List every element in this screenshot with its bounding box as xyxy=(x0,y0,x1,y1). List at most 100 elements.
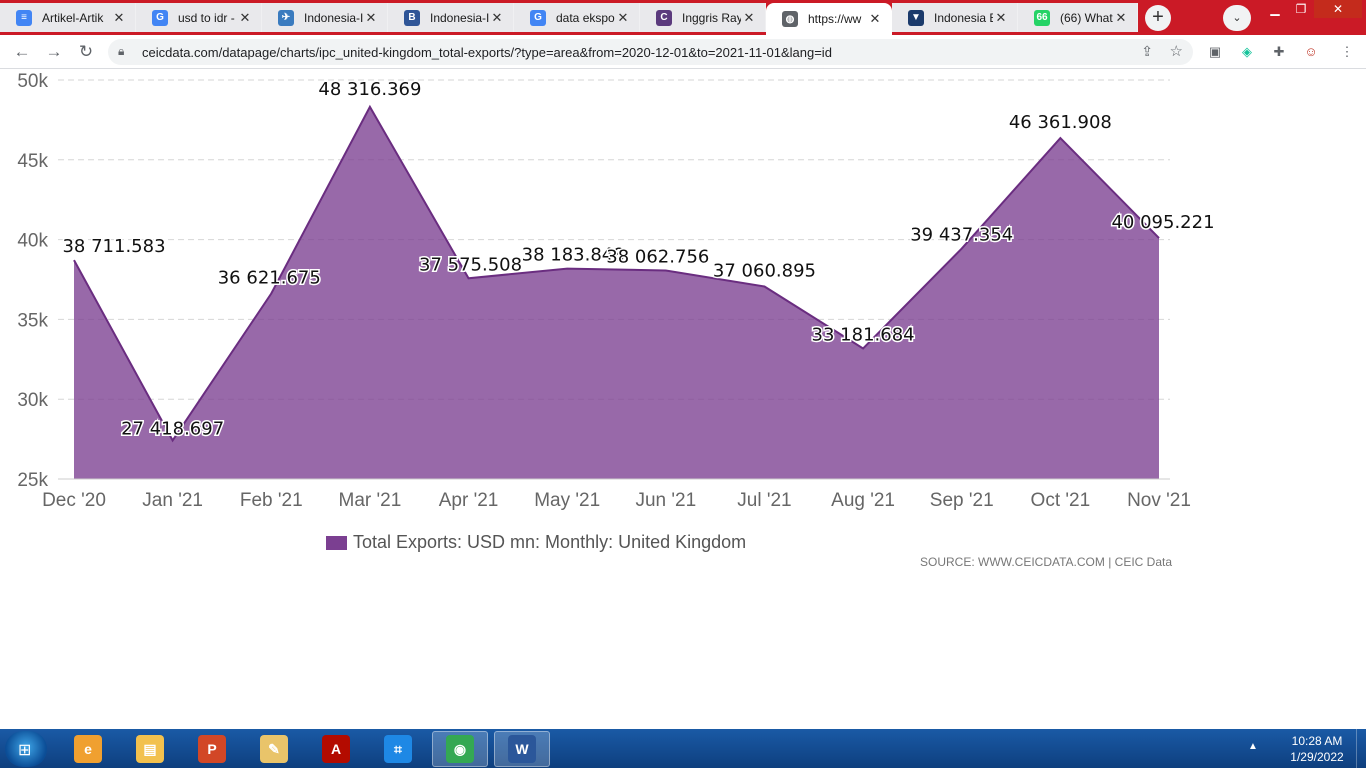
clock[interactable]: 10:28 AM 1/29/2022 xyxy=(1282,733,1352,765)
system-tray: ▲ xyxy=(1246,729,1366,768)
x-tick-label: Aug '21 xyxy=(831,490,895,511)
close-tab-icon[interactable]: ✕ xyxy=(365,9,377,25)
tab-search-button[interactable]: ⌄ xyxy=(1223,5,1251,31)
close-tab-icon[interactable]: ✕ xyxy=(1115,9,1127,25)
site-icon: C xyxy=(656,9,672,26)
area-chart: 25k 30k 35k 40k 45k 50k 38 711.583 27 418.697 36… xyxy=(17,71,1216,511)
area-fill xyxy=(74,106,1159,479)
forward-button[interactable]: → xyxy=(45,42,63,61)
tab-title: Indonesia-I xyxy=(304,10,363,25)
windows-taskbar: ⊞ e ▤ P ✎ A ⌗ ◉ W ▲ 10:28 AM 1/29/2022 xyxy=(0,729,1366,768)
tray-expand-icon[interactable]: ▲ xyxy=(1248,741,1258,752)
whatsapp-icon: 66 xyxy=(1034,9,1050,26)
taskbar-app-button[interactable]: P xyxy=(184,731,240,767)
new-tab-button[interactable]: + xyxy=(1145,5,1171,31)
taskbar-app-button[interactable]: ▤ xyxy=(122,731,178,767)
chart-legend[interactable]: Total Exports: USD mn: Monthly: United K… xyxy=(326,532,746,553)
close-tab-icon[interactable]: ✕ xyxy=(869,11,881,26)
tab-title: https://ww xyxy=(808,12,862,26)
data-point[interactable] xyxy=(663,268,669,274)
taskbar-app-button[interactable]: W xyxy=(494,731,550,767)
browser-tab[interactable]: C Inggris Ray ✕ xyxy=(640,3,766,32)
data-point[interactable] xyxy=(466,275,472,281)
close-tab-icon[interactable]: ✕ xyxy=(113,9,125,25)
y-tick-label: 45k xyxy=(17,151,48,172)
close-window-button[interactable]: ✕ xyxy=(1314,0,1362,18)
taskbar-app-button[interactable]: ◉ xyxy=(432,731,488,767)
data-point[interactable] xyxy=(268,291,274,297)
close-tab-icon[interactable]: ✕ xyxy=(995,9,1007,25)
docs-icon: ≡ xyxy=(16,9,32,26)
browser-tab[interactable]: B Indonesia-I ✕ xyxy=(388,3,514,32)
data-label: 36 621.675 xyxy=(218,268,321,289)
close-tab-icon[interactable]: ✕ xyxy=(491,9,503,25)
reload-button[interactable]: ↻ xyxy=(78,42,94,61)
data-point[interactable] xyxy=(1156,235,1162,241)
x-tick-label: Nov '21 xyxy=(1127,490,1191,511)
browser-tab[interactable]: ▼ Indonesia E ✕ xyxy=(892,3,1018,32)
clock-time: 10:28 AM xyxy=(1291,734,1343,748)
share-icon[interactable]: ⇪ xyxy=(1141,43,1153,59)
data-point[interactable] xyxy=(860,345,866,351)
start-button[interactable]: ⊞ xyxy=(5,731,47,767)
paint-icon: ✎ xyxy=(260,735,288,763)
data-label: 46 361.908 xyxy=(1009,112,1112,133)
x-tick-label: Jul '21 xyxy=(737,490,791,511)
legend-label: Total Exports: USD mn: Monthly: United K… xyxy=(353,532,747,552)
close-tab-icon[interactable]: ✕ xyxy=(617,9,629,25)
chart-source[interactable]: SOURCE: WWW.CEICDATA.COM | CEIC Data xyxy=(920,555,1173,569)
data-label: 38 183.848 xyxy=(522,245,625,266)
data-label: 40 095.221 xyxy=(1111,212,1214,233)
data-label: 37 575.508 xyxy=(419,254,522,275)
tab-title: Indonesia E xyxy=(934,10,993,25)
extensions-puzzle-icon[interactable]: ✚ xyxy=(1273,44,1285,59)
y-tick-label: 40k xyxy=(17,231,48,252)
x-tick-label: Jun '21 xyxy=(635,490,696,511)
url-text[interactable]: ceicdata.com/datapage/charts/ipc_united-… xyxy=(142,45,832,60)
close-tab-icon[interactable]: ✕ xyxy=(743,9,755,25)
bookmark-star-icon[interactable]: ☆ xyxy=(1169,43,1183,60)
data-point[interactable] xyxy=(71,257,77,263)
grammar-extension-icon[interactable]: ◈ xyxy=(1242,44,1252,59)
taskbar-app-button[interactable]: e xyxy=(60,731,116,767)
browser-tab[interactable]: 66 (66) Whats ✕ xyxy=(1018,3,1138,32)
y-tick-label: 50k xyxy=(17,71,48,92)
minimize-button[interactable]: ▁ xyxy=(1270,2,1280,16)
maximize-button[interactable]: ❐ xyxy=(1295,2,1307,16)
series-line xyxy=(73,104,1160,443)
close-tab-icon[interactable]: ✕ xyxy=(239,9,251,25)
taskbar-app-button[interactable]: ✎ xyxy=(246,731,302,767)
site-icon: ✈ xyxy=(278,9,294,26)
profile-extension-icon[interactable]: ☺ xyxy=(1304,44,1318,59)
clock-date: 1/29/2022 xyxy=(1290,750,1344,764)
data-point[interactable] xyxy=(564,266,570,272)
tab-title: Inggris Ray xyxy=(682,10,741,25)
data-point[interactable] xyxy=(1057,135,1063,141)
back-button[interactable]: ← xyxy=(13,42,31,61)
address-toolbar: ← → ↻ 🔒︎ ceicdata.com/datapage/charts/ip… xyxy=(0,35,1366,69)
y-tick-label: 25k xyxy=(17,470,48,491)
show-desktop-button[interactable] xyxy=(1356,729,1366,768)
taskbar-app-button[interactable]: A xyxy=(308,731,364,767)
address-bar[interactable]: 🔒︎ ceicdata.com/datapage/charts/ipc_unit… xyxy=(108,39,1193,65)
snip-icon: ⌗ xyxy=(384,735,412,763)
lock-icon: 🔒︎ xyxy=(118,44,125,58)
menu-dots-icon[interactable]: ⋮ xyxy=(1340,44,1354,59)
data-point[interactable] xyxy=(959,246,965,252)
google-icon: G xyxy=(530,9,546,26)
data-point[interactable] xyxy=(367,104,373,110)
data-point[interactable] xyxy=(761,284,767,290)
browser-tab[interactable]: ◍ https://ww ✕ xyxy=(766,3,892,35)
powerpoint-icon: P xyxy=(198,735,226,763)
x-tick-label: Sep '21 xyxy=(930,490,994,511)
x-tick-label: Jan '21 xyxy=(142,490,203,511)
browser-tab[interactable]: ≡ Artikel-Artik ✕ xyxy=(0,3,136,32)
screenshot-extension-icon[interactable]: ▣ xyxy=(1208,44,1222,59)
explorer-icon: ▤ xyxy=(136,735,164,763)
browser-tab[interactable]: ✈ Indonesia-I ✕ xyxy=(262,3,388,32)
taskbar-app-button[interactable]: ⌗ xyxy=(370,731,426,767)
data-label: 33 181.684 xyxy=(812,324,915,345)
